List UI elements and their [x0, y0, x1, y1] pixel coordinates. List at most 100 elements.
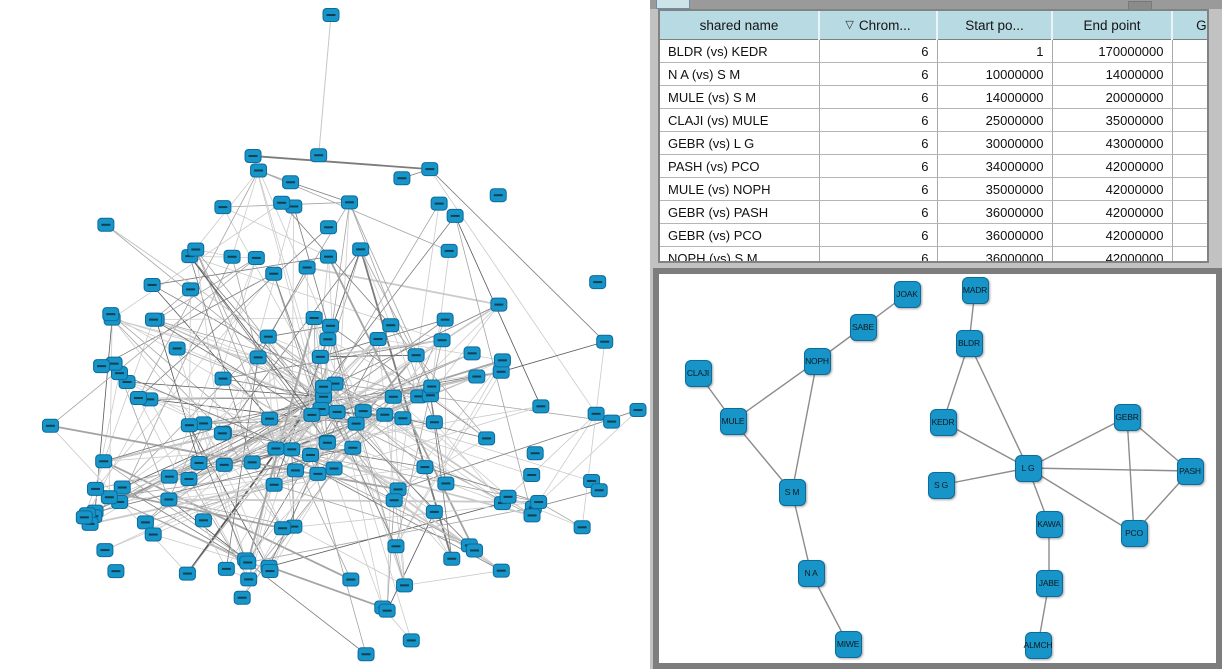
table-cell[interactable]: 16.9 [1171, 131, 1207, 155]
table-cell[interactable]: 8.4 [1171, 223, 1207, 247]
table-cell[interactable]: 1 [936, 39, 1052, 63]
table-cell[interactable]: GEBR (vs) L G [660, 131, 819, 155]
table-cell[interactable]: 6 [818, 39, 937, 63]
node-MIWE[interactable]: MIWE [834, 630, 862, 658]
table-cell[interactable]: 43000000 [1051, 131, 1172, 155]
network-edge-KEDR-L G[interactable] [942, 421, 1029, 469]
table-cell[interactable]: 5.9 [1171, 108, 1207, 132]
table-cell[interactable]: 34000000 [936, 154, 1052, 178]
table-row[interactable]: CLAJI (vs) MULE625000000350000005.9 [660, 108, 1207, 132]
table-cell[interactable]: 6 [818, 200, 937, 224]
table-cell[interactable]: 42000000 [1051, 223, 1172, 247]
table-cell[interactable]: 35000000 [936, 177, 1052, 201]
node-MULE[interactable]: MULE [719, 407, 747, 435]
table-cell[interactable]: 42000000 [1051, 200, 1172, 224]
node-S-M[interactable]: S M [778, 478, 806, 506]
network-edge-L G-GEBR[interactable] [1027, 416, 1128, 469]
table-cell[interactable]: 36000000 [936, 246, 1052, 261]
table-cell[interactable]: 14000000 [1051, 62, 1172, 86]
detail-network-canvas[interactable] [659, 274, 1216, 663]
table-cell[interactable]: 192.0 [1171, 39, 1207, 63]
table-row[interactable]: GEBR (vs) PCO636000000420000008.4 [660, 223, 1207, 247]
table-cell[interactable]: 36000000 [936, 200, 1052, 224]
table-cell[interactable]: 6 [818, 85, 937, 109]
table-cell[interactable]: 25000000 [936, 108, 1052, 132]
node-CLAJI[interactable]: CLAJI [684, 359, 712, 387]
filter-icon[interactable]: ▽ [845, 18, 854, 31]
table-cell[interactable]: MULE (vs) S M [660, 85, 819, 109]
table-row[interactable]: MULE (vs) NOPH6350000004200000010.5 [660, 177, 1207, 201]
overview-node-label [441, 482, 451, 485]
table-cell[interactable]: 6 [818, 131, 937, 155]
table-cell[interactable]: 42000000 [1051, 177, 1172, 201]
table-cell[interactable]: 6 [818, 154, 937, 178]
node-SABE[interactable]: SABE [849, 313, 877, 341]
column-header-start-po[interactable]: Start po... [936, 11, 1052, 40]
node-PCO[interactable]: PCO [1120, 519, 1148, 547]
table-row[interactable]: MULE (vs) S M614000000200000007.5 [660, 85, 1207, 109]
table-cell[interactable]: PASH (vs) PCO [660, 154, 819, 178]
column-header-chrom[interactable]: ▽ Chrom... [818, 11, 937, 40]
table-cell[interactable]: 30000000 [936, 131, 1052, 155]
network-edge-NOPH-MULE[interactable] [732, 360, 818, 422]
overview-network-canvas[interactable] [0, 0, 650, 669]
network-edge-S G-L G[interactable] [940, 467, 1029, 486]
column-header-shared-name[interactable]: shared name [660, 11, 819, 40]
table-cell[interactable]: N A (vs) S M [660, 62, 819, 86]
table-row[interactable]: GEBR (vs) PASH636000000420000008.9 [660, 200, 1207, 224]
network-edge-GEBR-PCO[interactable] [1126, 416, 1135, 534]
table-cell[interactable]: 42000000 [1051, 246, 1172, 261]
overview-node-label [104, 496, 114, 499]
table-cell[interactable]: 10.5 [1171, 177, 1207, 201]
table-cell[interactable]: NOPH (vs) S M [660, 246, 819, 261]
table-cell[interactable]: CLAJI (vs) MULE [660, 108, 819, 132]
node-JOAK[interactable]: JOAK [893, 280, 921, 308]
table-cell[interactable]: GEBR (vs) PASH [660, 200, 819, 224]
table-cell[interactable]: 20000000 [1051, 85, 1172, 109]
table-cell[interactable]: 7.5 [1171, 85, 1207, 109]
column-header-end-point[interactable]: End point [1051, 11, 1172, 40]
node-L-G[interactable]: L G [1014, 454, 1042, 482]
table-cell[interactable]: 35000000 [1051, 108, 1172, 132]
table-cell[interactable]: 6 [818, 223, 937, 247]
table-cell[interactable]: 9.9 [1171, 246, 1207, 261]
node-JABE[interactable]: JABE [1035, 569, 1063, 597]
table-row[interactable]: BLDR (vs) KEDR61170000000192.0 [660, 39, 1207, 63]
table-cell[interactable]: 11.4 [1171, 154, 1207, 178]
node-PASH[interactable]: PASH [1176, 457, 1204, 485]
network-edge-BLDR-L G[interactable] [968, 342, 1029, 469]
table-cell[interactable]: 6.6 [1171, 62, 1207, 86]
table-row[interactable]: NOPH (vs) S M636000000420000009.9 [660, 246, 1207, 261]
network-edge-L G-PCO[interactable] [1027, 467, 1135, 534]
node-N-A[interactable]: N A [797, 559, 825, 587]
node-KEDR[interactable]: KEDR [929, 408, 957, 436]
table-cell[interactable]: MULE (vs) NOPH [660, 177, 819, 201]
table-cell[interactable]: 8.9 [1171, 200, 1207, 224]
table-cell[interactable]: 6 [818, 108, 937, 132]
table-cell[interactable]: 10000000 [936, 62, 1052, 86]
table-cell[interactable]: 14000000 [936, 85, 1052, 109]
table-cell[interactable]: 6 [818, 62, 937, 86]
table-row[interactable]: GEBR (vs) L G6300000004300000016.9 [660, 131, 1207, 155]
table-cell[interactable]: BLDR (vs) KEDR [660, 39, 819, 63]
node-KAWA[interactable]: KAWA [1035, 510, 1063, 538]
network-edge-NOPH-S M[interactable] [791, 360, 818, 493]
table-cell[interactable]: 170000000 [1051, 39, 1172, 63]
table-cell[interactable]: 36000000 [936, 223, 1052, 247]
network-edge-L G-PASH[interactable] [1027, 467, 1191, 472]
table-row[interactable]: N A (vs) S M610000000140000006.6 [660, 62, 1207, 86]
node-MADR[interactable]: MADR [961, 276, 989, 304]
table-cell[interactable]: 6 [818, 246, 937, 261]
node-BLDR[interactable]: BLDR [955, 329, 983, 357]
table-cell[interactable]: GEBR (vs) PCO [660, 223, 819, 247]
table-cell[interactable]: 6 [818, 177, 937, 201]
table-row[interactable]: PASH (vs) PCO6340000004200000011.4 [660, 154, 1207, 178]
node-S-G[interactable]: S G [927, 471, 955, 499]
overview-node-label [111, 570, 121, 573]
overview-node-label [307, 413, 317, 416]
node-ALMCH[interactable]: ALMCH [1024, 631, 1053, 659]
column-header-genetic[interactable]: Genetic... [1171, 11, 1207, 40]
table-cell[interactable]: 42000000 [1051, 154, 1172, 178]
node-NOPH[interactable]: NOPH [803, 347, 831, 375]
node-GEBR[interactable]: GEBR [1113, 403, 1141, 431]
